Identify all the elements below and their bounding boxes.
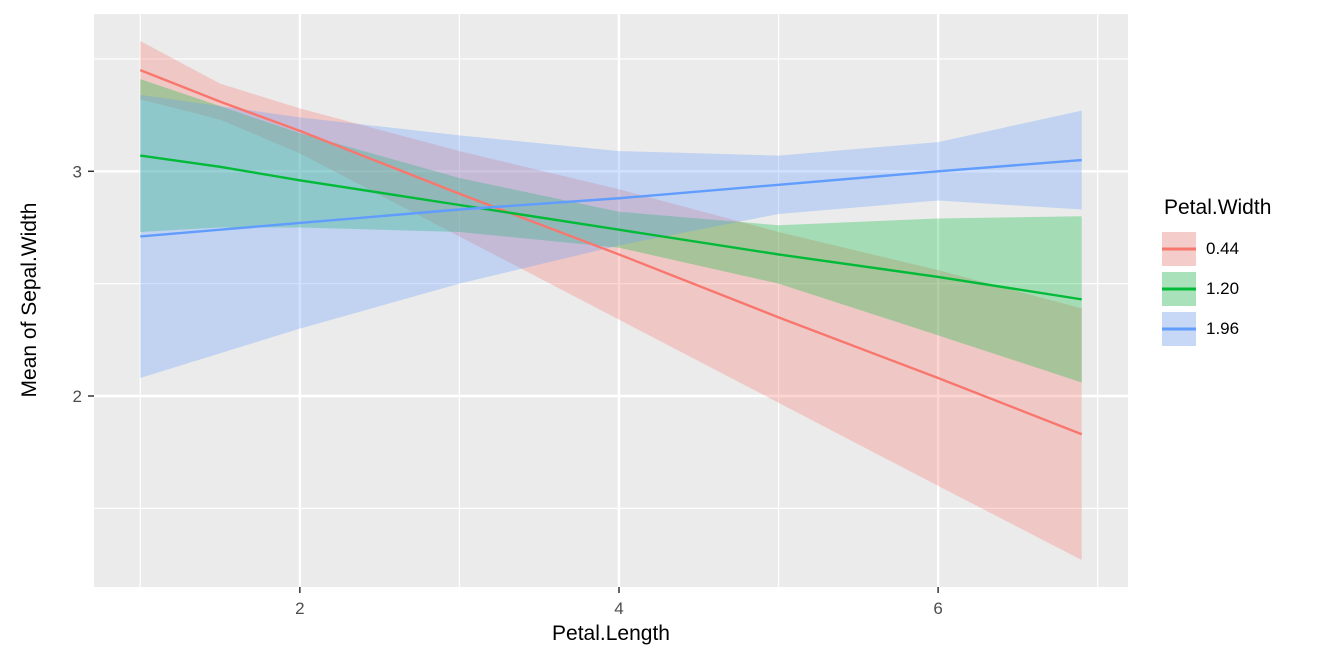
panel-background [94, 14, 1128, 587]
legend-key-swatch [1162, 312, 1196, 346]
legend-item-label: 1.96 [1206, 319, 1240, 338]
legend-key-line-icon [1162, 327, 1196, 331]
y-tick-label: 3 [73, 162, 82, 181]
y-tick-label: 2 [73, 387, 82, 406]
legend-key-swatch [1162, 232, 1196, 266]
legend-item: 1.20 [1162, 272, 1271, 306]
y-axis-title: Mean of Sepal.Width [18, 202, 41, 398]
legend-key-line-icon [1162, 287, 1196, 291]
x-tick-label: 6 [933, 599, 942, 618]
line-1.96 [140, 158, 1082, 238]
legend-item-label: 0.44 [1206, 239, 1240, 258]
legend-item: 0.44 [1162, 232, 1271, 266]
line-0.44 [139, 69, 1083, 436]
legend-item-label: 1.20 [1206, 279, 1240, 298]
legend-item: 1.96 [1162, 312, 1271, 346]
ribbon-0.44 [140, 40, 1082, 561]
ribbon-1.20 [140, 79, 1082, 383]
x-tick-label: 2 [295, 599, 304, 618]
x-tick-label: 4 [614, 599, 623, 618]
legend-title: Petal.Width [1164, 196, 1272, 219]
legend-key-swatch [1162, 272, 1196, 306]
line-1.20 [140, 154, 1082, 301]
ribbon-1.96 [140, 94, 1082, 379]
legend: Petal.Width 0.44 1.20 1.96 [1162, 196, 1271, 352]
legend-key-line-icon [1162, 247, 1196, 251]
x-axis-title: Petal.Length [552, 622, 670, 645]
